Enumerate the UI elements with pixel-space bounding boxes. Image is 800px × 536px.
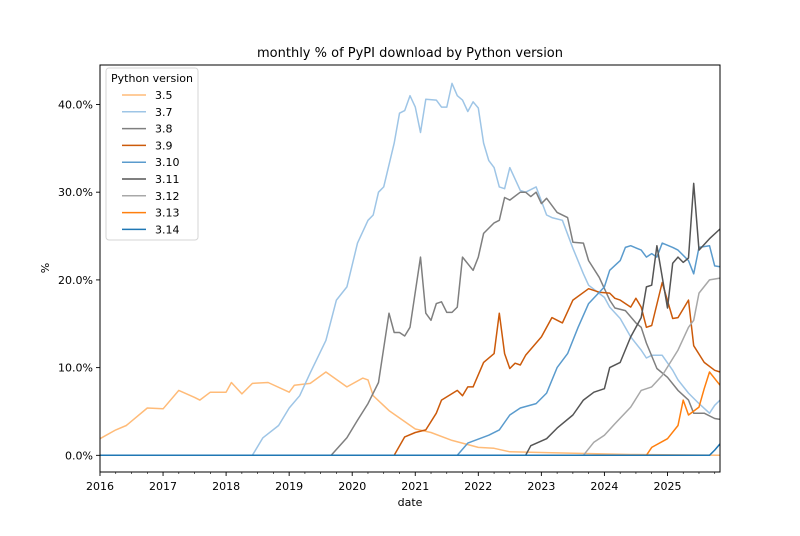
- legend-title: Python version: [111, 72, 193, 85]
- series-line-3-9: [100, 281, 721, 457]
- series-line-3-5: [99, 371, 721, 457]
- x-tick-label: 2016: [86, 480, 114, 493]
- y-tick-label: 10.0%: [58, 362, 93, 375]
- legend-item-3-7: 3.7: [122, 106, 173, 119]
- y-tick-label: 30.0%: [58, 186, 93, 199]
- legend-label: 3.8: [155, 123, 173, 136]
- x-tick-label: 2024: [590, 480, 618, 493]
- legend-item-3-13: 3.13: [122, 207, 180, 220]
- legend-item-3-8: 3.8: [122, 123, 173, 136]
- legend-item-3-14: 3.14: [122, 223, 180, 236]
- x-axis-label: date: [398, 496, 423, 509]
- legend-item-3-5: 3.5: [122, 89, 173, 102]
- legend-item-3-11: 3.11: [122, 173, 180, 186]
- y-axis-label: %: [39, 263, 52, 273]
- legend-label: 3.13: [155, 207, 180, 220]
- legend-item-3-12: 3.12: [122, 190, 180, 203]
- x-tick-label: 2020: [338, 480, 366, 493]
- y-tick-label: 40.0%: [58, 98, 93, 111]
- y-tick-label: 20.0%: [58, 274, 93, 287]
- x-tick-label: 2025: [653, 480, 681, 493]
- x-tick-label: 2017: [149, 480, 177, 493]
- x-axis: 2016 2017 2018 2019 2020 2021 2022 2023 2024 2025: [86, 472, 716, 493]
- x-tick-label: 2018: [212, 480, 240, 493]
- legend-item-3-10: 3.10: [122, 156, 180, 169]
- series-line-3-11: [100, 182, 721, 457]
- series-layer: [99, 82, 721, 457]
- legend-label: 3.10: [155, 156, 180, 169]
- x-tick-label: 2019: [275, 480, 303, 493]
- legend-label: 3.14: [155, 223, 180, 236]
- series-line-3-13: [100, 371, 721, 457]
- y-axis: 0.0% 10.0% 20.0% 30.0% 40.0%: [58, 98, 100, 462]
- legend-label: 3.12: [155, 190, 180, 203]
- legend: Python version 3.5 3.7 3.8 3.9 3.10 3.11 3.12 3…: [105, 67, 199, 241]
- series-line-3-14: [100, 443, 721, 457]
- legend-label: 3.9: [155, 139, 173, 152]
- y-tick-label: 0.0%: [65, 449, 93, 462]
- plot-frame: [99, 64, 721, 473]
- series-line-3-7: [100, 82, 721, 457]
- series-line-3-8: [100, 191, 721, 457]
- x-tick-label: 2023: [527, 480, 555, 493]
- legend-item-3-9: 3.9: [122, 139, 173, 152]
- legend-label: 3.11: [155, 173, 180, 186]
- legend-label: 3.7: [155, 106, 173, 119]
- x-tick-label: 2021: [401, 480, 429, 493]
- series-line-3-12: [100, 277, 721, 457]
- legend-box: [105, 67, 199, 241]
- series-line-3-10: [100, 242, 721, 457]
- legend-label: 3.5: [155, 89, 173, 102]
- chart-title: monthly % of PyPI download by Python ver…: [257, 46, 563, 61]
- x-tick-label: 2022: [464, 480, 492, 493]
